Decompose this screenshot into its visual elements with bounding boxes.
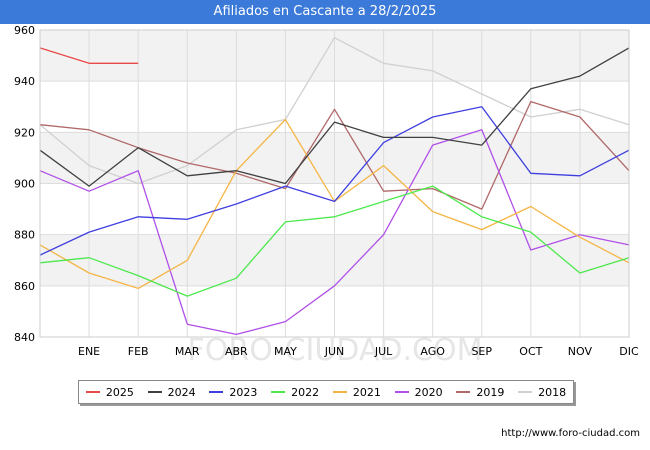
- x-tick-label: MAY: [274, 345, 297, 358]
- legend-swatch: [271, 391, 286, 393]
- legend-label: 2019: [476, 385, 505, 399]
- legend-swatch: [456, 391, 471, 393]
- legend-label: 2022: [291, 385, 320, 399]
- legend-item-2024: 2024: [147, 385, 196, 399]
- x-tick-label: NOV: [568, 345, 593, 358]
- series-line-2022: [39, 185, 630, 297]
- x-tick-label: MAR: [175, 345, 200, 358]
- legend-swatch: [209, 391, 224, 393]
- legend-swatch: [518, 391, 533, 393]
- series-line-2023: [39, 106, 630, 256]
- legend-item-2025: 2025: [85, 385, 134, 399]
- legend-swatch: [147, 391, 162, 393]
- legend-swatch: [332, 391, 347, 393]
- x-tick-label: SEP: [471, 345, 492, 358]
- legend-item-2022: 2022: [271, 386, 319, 399]
- y-tick-label: 880: [14, 229, 35, 242]
- legend-label: 2024: [167, 385, 196, 399]
- x-tick-label: ENE: [78, 345, 100, 358]
- x-tick-label: FEB: [128, 345, 149, 358]
- x-tick-label: ABR: [225, 345, 248, 358]
- legend-label: 2023: [229, 385, 258, 399]
- y-tick-label: 920: [14, 126, 35, 139]
- legend-label: 2021: [352, 385, 381, 399]
- series-line-2018: [39, 37, 630, 185]
- legend-item-2019: 2019: [456, 386, 504, 399]
- legend-label: 2020: [414, 385, 443, 399]
- legend-label: 2018: [538, 385, 567, 399]
- series-line-2024: [39, 47, 630, 187]
- y-tick-label: 840: [14, 331, 35, 344]
- x-tick-label: OCT: [519, 345, 542, 358]
- plot-frame: [39, 29, 630, 338]
- y-tick-label: 900: [14, 178, 35, 191]
- y-tick-label: 960: [14, 24, 35, 37]
- series-line-2025: [39, 47, 139, 64]
- legend-swatch: [85, 391, 100, 393]
- x-tick-label: JUL: [374, 345, 393, 358]
- chart-title: Afiliados en Cascante a 28/2/2025: [0, 0, 650, 24]
- x-tick-label: DIC: [619, 345, 639, 358]
- y-tick-label: 860: [14, 280, 35, 293]
- watermark: FORO-CIUDAD.COM: [188, 333, 483, 368]
- source-credit: http://www.foro-ciudad.com: [501, 428, 640, 439]
- x-tick-label: JUN: [324, 345, 345, 358]
- legend-item-2021: 2021: [332, 385, 381, 399]
- legend-item-2020: 2020: [394, 385, 443, 399]
- legend: 2025 2024 2023 2022 2021 2020 2019 2018: [78, 380, 574, 404]
- legend-label: 2025: [105, 385, 134, 399]
- y-tick-label: 940: [14, 75, 35, 88]
- legend-swatch: [394, 391, 409, 393]
- series-line-2020: [39, 129, 630, 336]
- x-tick-label: AGO: [420, 345, 445, 358]
- legend-item-2018: 2018: [518, 386, 566, 399]
- legend-item-2023: 2023: [209, 386, 257, 399]
